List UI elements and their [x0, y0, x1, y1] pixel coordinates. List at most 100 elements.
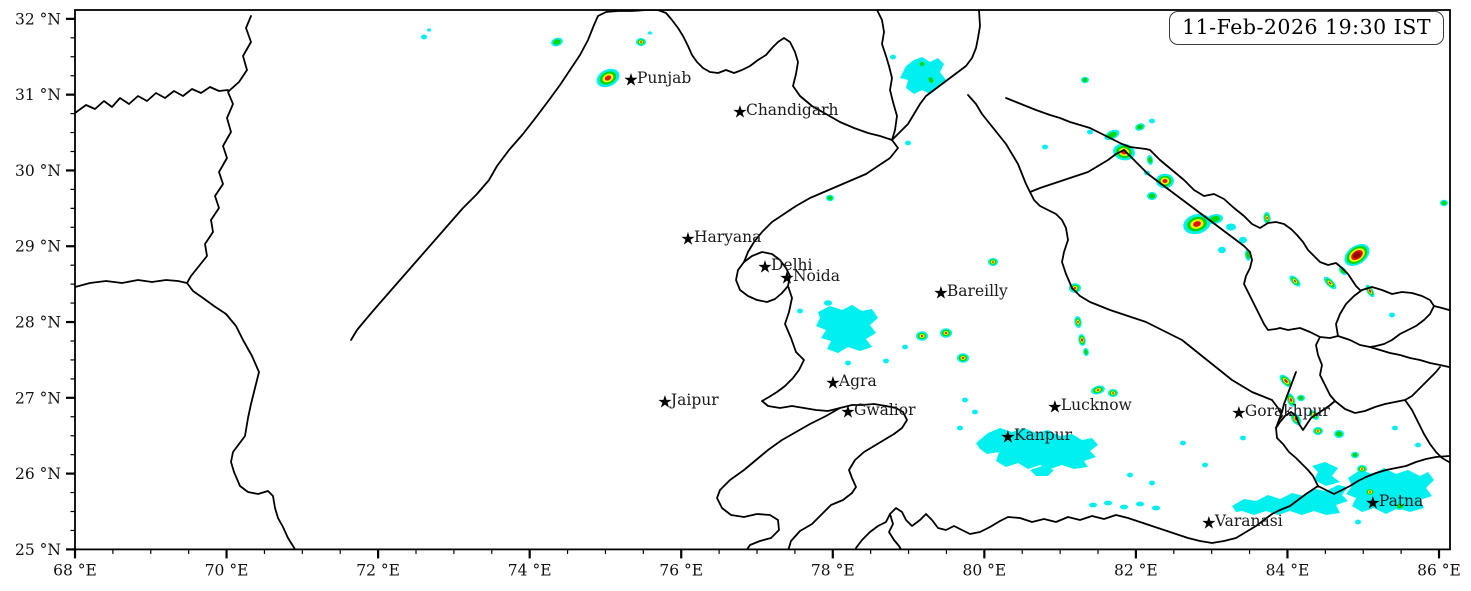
city-marker-punjab: Punjab — [624, 69, 691, 87]
radar-cell — [1149, 480, 1155, 486]
radar-cell — [1152, 505, 1160, 511]
radar-cell — [1395, 502, 1405, 510]
radar-cell-ring — [1104, 500, 1112, 506]
radar-cell-ring — [824, 300, 832, 306]
radar-cell-ring — [1136, 124, 1144, 130]
boundary-line — [716, 407, 841, 550]
radar-cell-ring — [1266, 216, 1268, 220]
radar-cell-ring — [1210, 215, 1220, 223]
radar-cell-ring — [1369, 491, 1371, 493]
city-star-icon — [1366, 496, 1380, 509]
radar-cell-ring — [845, 360, 851, 366]
city-marker-varanasi: Varanasi — [1202, 512, 1283, 530]
radar-cell — [551, 37, 563, 47]
city-label: Lucknow — [1061, 396, 1133, 414]
city-marker-delhi: Delhi — [758, 256, 813, 274]
radar-cell-ring — [1352, 453, 1358, 457]
boundary-line — [1123, 149, 1281, 331]
radar-cell — [1087, 129, 1093, 135]
radar-cell — [1081, 76, 1089, 84]
city-marker-agra: Agra — [826, 372, 877, 390]
radar-cell-ring — [1077, 320, 1079, 324]
longitude-label: 86 °E — [1417, 561, 1461, 579]
radar-cell — [1263, 212, 1271, 224]
radar-cell-ring — [1389, 312, 1395, 318]
radar-cell — [1042, 144, 1048, 150]
city-label: Delhi — [771, 256, 813, 274]
axis-ticks: 68 °E 70 °E 72 °E 74 °E 76 °E 78 °E 80 °E 82 °E… — [15, 10, 1461, 579]
city-marker-haryana: Haryana — [681, 228, 761, 246]
radar-cell — [1146, 155, 1154, 165]
radar-cell — [1089, 502, 1097, 508]
radar-cell — [957, 425, 963, 431]
longitude-label: 82 °E — [1114, 561, 1158, 579]
radar-cell-ring — [928, 77, 934, 83]
radar-cell — [988, 258, 998, 266]
radar-cell-ring — [1289, 398, 1293, 402]
timestamp-label: 11-Feb-2026 19:30 IST — [1182, 15, 1431, 39]
radar-cell — [838, 313, 844, 319]
radar-cell-ring — [1096, 389, 1100, 391]
radar-cell — [890, 54, 896, 60]
radar-cell — [1078, 334, 1086, 346]
radar-cell-ring — [1148, 156, 1152, 164]
latitude-label: 30 °N — [15, 162, 61, 180]
radar-cell — [1323, 276, 1337, 290]
boundary-line — [1335, 286, 1435, 348]
radar-cell — [1297, 394, 1305, 402]
radar-cell — [1202, 462, 1208, 468]
city-label: Gorakhpur — [1245, 402, 1331, 420]
radar-cell-ring — [427, 28, 431, 32]
radar-cell-ring — [883, 358, 889, 364]
radar-cell — [1120, 504, 1128, 510]
radar-cell — [916, 331, 928, 341]
radar-cell-ring — [890, 54, 896, 60]
city-marker-lucknow: Lucknow — [1048, 396, 1133, 414]
radar-cell — [962, 397, 968, 403]
radar-cell — [845, 360, 851, 366]
plot-border — [74, 9, 1451, 551]
radar-cell-ring — [1392, 425, 1398, 431]
radar-cell — [427, 28, 431, 32]
radar-cell-ring — [1112, 392, 1114, 394]
boundary-line — [559, 10, 899, 263]
radar-cell-ring — [1441, 201, 1447, 205]
radar-cell-ring — [1042, 144, 1048, 150]
radar-cell-ring — [1368, 289, 1372, 293]
boundary-line — [1404, 399, 1450, 463]
radar-cell — [1108, 389, 1118, 397]
radar-cell — [1091, 385, 1105, 395]
latitude-label: 26 °N — [15, 465, 61, 483]
city-marker-noida: Noida — [780, 267, 840, 285]
radar-cell — [1365, 488, 1375, 496]
city-star-icon — [780, 270, 794, 284]
latitude-label: 32 °N — [15, 10, 61, 28]
radar-cell — [1279, 374, 1293, 388]
radar-cell — [421, 34, 427, 40]
boundary-line — [855, 476, 1367, 549]
radar-cell-ring — [944, 332, 948, 334]
radar-cell — [636, 38, 646, 46]
latitude-label: 28 °N — [15, 314, 61, 332]
radar-cell-ring — [919, 62, 925, 66]
boundary-line — [967, 94, 1073, 289]
boundary-line — [876, 10, 898, 141]
radar-cell-ring — [902, 344, 908, 350]
radar-cell — [1351, 451, 1359, 459]
radar-cell-ring — [957, 425, 963, 431]
radar-cell-ring — [604, 75, 612, 81]
boundary-line — [75, 86, 229, 114]
city-marker-jaipur: Jaipur — [658, 391, 719, 409]
boundary-line — [75, 279, 188, 288]
radar-cell-ring — [1162, 178, 1168, 184]
boundary-line — [1279, 327, 1450, 368]
city-star-icon — [733, 105, 747, 118]
radar-cell-ring — [1246, 251, 1250, 259]
city-label: Jaipur — [669, 391, 719, 409]
radar-cell — [1156, 173, 1174, 189]
city-star-icon — [1232, 405, 1246, 419]
rain-patch — [1030, 466, 1054, 476]
city-star-icon — [624, 72, 638, 86]
radar-cell — [1083, 348, 1089, 356]
